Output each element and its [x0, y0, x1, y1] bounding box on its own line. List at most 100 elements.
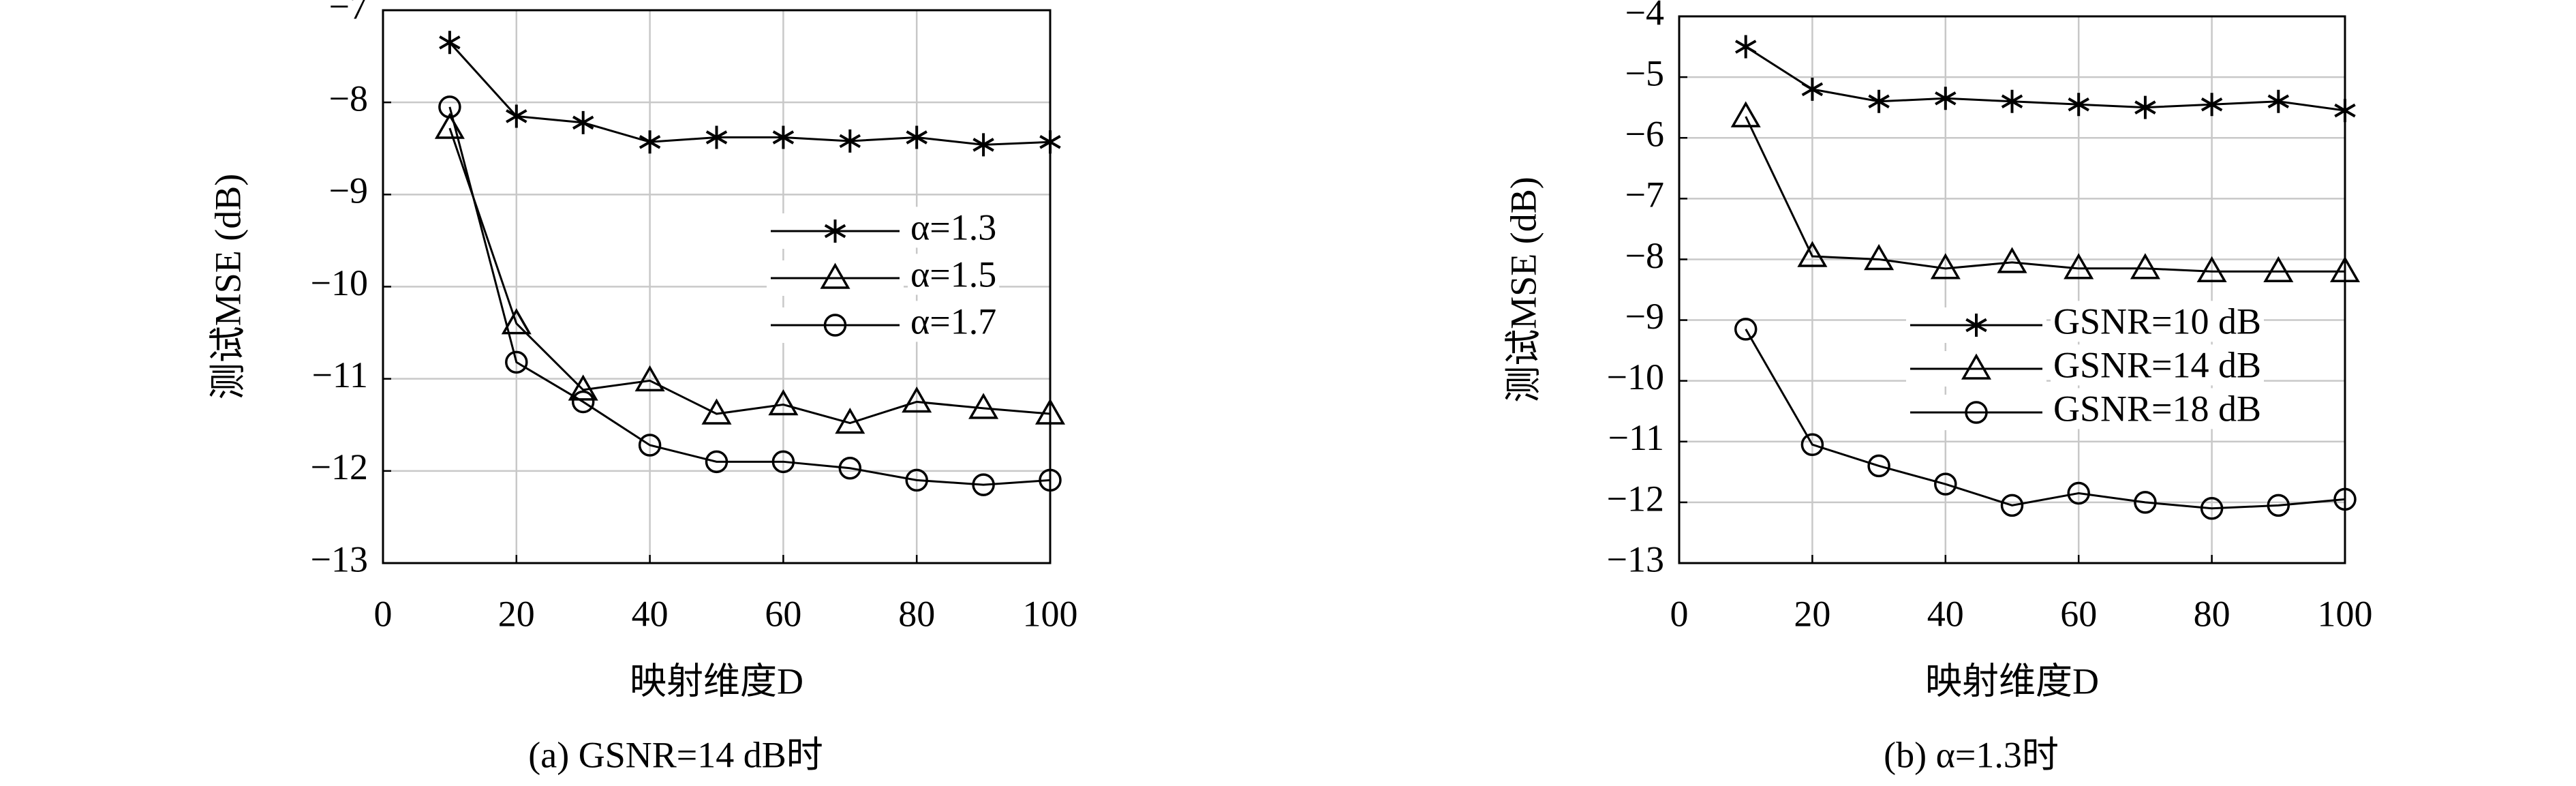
- legend-label: α=1.5: [910, 254, 996, 294]
- marker: [1734, 318, 1758, 341]
- marker: [2201, 93, 2223, 117]
- marker: [768, 389, 799, 416]
- legend-marker: [820, 262, 850, 289]
- marker: [2334, 99, 2356, 123]
- marker: [501, 308, 532, 335]
- x-tick-label: 0: [1670, 593, 1689, 634]
- x-tick-label: 20: [498, 593, 535, 634]
- x-tick-label: 20: [1794, 593, 1830, 634]
- x-tick-label: 40: [1927, 593, 1964, 634]
- y-tick-label: −9: [329, 170, 368, 211]
- marker: [905, 468, 928, 492]
- legend-marker: [1965, 401, 1988, 424]
- legend-marker: [824, 220, 846, 243]
- marker: [968, 393, 999, 419]
- x-tick-label: 100: [2318, 593, 2373, 634]
- marker: [2000, 494, 2024, 517]
- marker: [2267, 89, 2290, 113]
- marker: [835, 408, 865, 434]
- marker: [2064, 253, 2094, 279]
- marker: [2068, 93, 2089, 117]
- y-tick-label: −13: [311, 539, 368, 579]
- marker: [572, 110, 594, 134]
- marker: [906, 125, 927, 149]
- x-tick-label: 80: [898, 593, 935, 634]
- x-tick-label: 0: [374, 593, 393, 634]
- y-tick-label: −12: [311, 447, 368, 487]
- marker: [634, 365, 665, 392]
- y-tick-label: −11: [312, 354, 368, 395]
- y-tick-label: −7: [1625, 175, 1664, 215]
- series-line: [448, 42, 1051, 146]
- series-line: [448, 127, 1051, 425]
- marker: [839, 129, 861, 153]
- marker: [2196, 256, 2227, 283]
- series-line: [1745, 116, 2345, 273]
- x-tick-label: 60: [765, 593, 801, 634]
- y-tick-label: −10: [311, 262, 368, 303]
- marker: [1868, 89, 1890, 113]
- marker: [902, 386, 932, 413]
- y-tick-label: −13: [1607, 539, 1664, 579]
- marker: [638, 434, 662, 457]
- y-tick-label: −5: [1625, 53, 1664, 94]
- x-tick-label: 100: [1023, 593, 1078, 634]
- marker: [1797, 241, 1828, 267]
- plot-frame: [1678, 15, 2346, 564]
- legend-bg: [908, 301, 1000, 342]
- marker: [1934, 472, 1957, 496]
- marker: [439, 31, 461, 55]
- marker: [972, 133, 994, 157]
- marker: [1801, 77, 1824, 101]
- y-tick-label: −7: [329, 0, 368, 27]
- legend-label: GSNR=10 dB: [2053, 301, 2261, 342]
- legend-label: GSNR=14 dB: [2053, 344, 2261, 385]
- legend-label: GSNR=18 dB: [2053, 388, 2261, 429]
- y-tick-label: −11: [1608, 417, 1664, 458]
- marker: [1930, 253, 1961, 279]
- marker: [2134, 95, 2156, 119]
- marker: [2267, 494, 2290, 517]
- marker: [2134, 491, 2157, 514]
- y-tick-label: −10: [1607, 357, 1664, 397]
- x-tick-label: 60: [2060, 593, 2097, 634]
- caption: (a) GSNR=14 dB时: [528, 734, 823, 775]
- marker: [1730, 101, 1761, 127]
- marker: [1867, 454, 1890, 478]
- marker: [1864, 243, 1895, 271]
- legend-bg: [908, 254, 1000, 295]
- marker: [1800, 433, 1824, 456]
- marker: [1039, 130, 1061, 154]
- x-tick-label: 80: [2194, 593, 2230, 634]
- y-tick-label: −9: [1625, 296, 1664, 337]
- marker: [838, 457, 862, 480]
- y-tick-label: −8: [329, 78, 368, 119]
- y-axis-label: 测试MSE (dB): [207, 174, 248, 400]
- legend-bg: [2051, 344, 2265, 386]
- marker: [771, 450, 795, 474]
- marker: [568, 374, 598, 401]
- x-tick-label: 40: [632, 593, 669, 634]
- marker: [772, 125, 795, 149]
- series-line: [448, 106, 1051, 486]
- marker: [434, 112, 465, 139]
- marker: [639, 130, 661, 154]
- legend-marker: [1961, 353, 1992, 380]
- marker: [2329, 256, 2361, 283]
- marker: [972, 473, 995, 496]
- marker: [1734, 35, 1757, 59]
- legend-label: α=1.3: [910, 207, 996, 247]
- legend-label: α=1.7: [910, 301, 996, 342]
- marker: [2001, 89, 2023, 113]
- series-line: [1745, 46, 2346, 112]
- legend-bg: [2051, 301, 2265, 342]
- marker: [701, 398, 732, 425]
- y-tick-label: −6: [1625, 114, 1664, 155]
- marker: [1039, 468, 1062, 492]
- marker: [2067, 481, 2090, 505]
- y-tick-label: −12: [1607, 478, 1664, 519]
- legend-marker: [823, 314, 847, 337]
- legend-bg: [2051, 388, 2265, 429]
- marker: [2263, 256, 2294, 283]
